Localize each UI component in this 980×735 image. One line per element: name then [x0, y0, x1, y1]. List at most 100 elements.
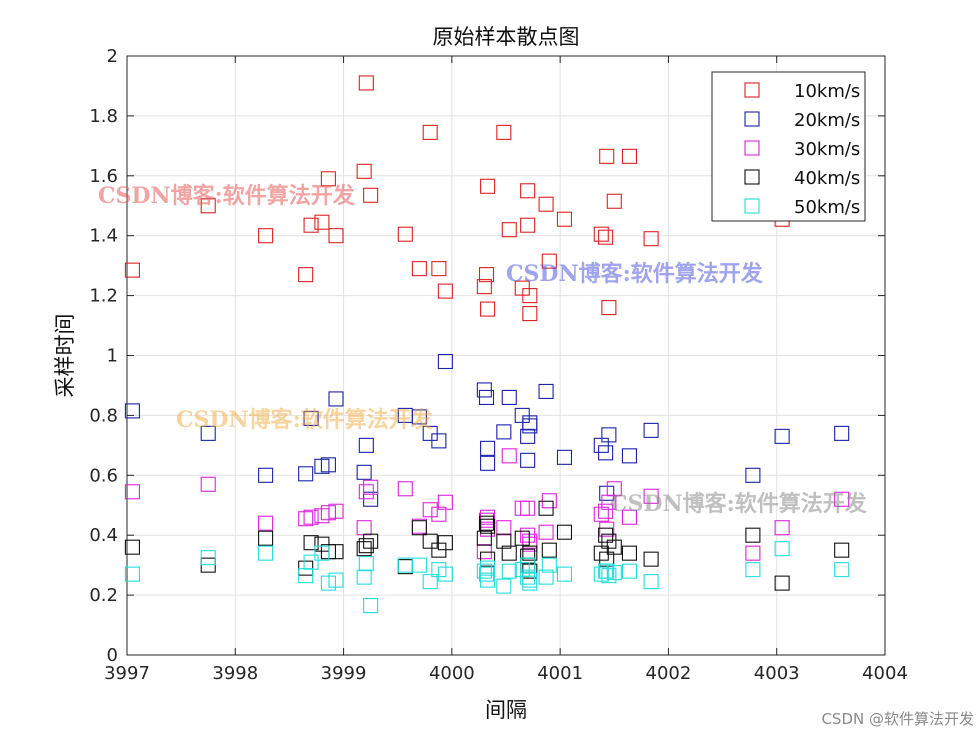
- x-tick-label: 4000: [429, 663, 475, 684]
- watermark-red: CSDN博客:软件算法开发: [98, 183, 355, 209]
- data-point-series-3: [520, 500, 536, 516]
- data-point-series-1: [520, 217, 536, 233]
- data-point-series-1: [356, 163, 372, 179]
- data-point-series-5: [745, 562, 761, 578]
- data-point-series-5: [476, 563, 492, 579]
- data-point-series-3: [774, 520, 790, 536]
- legend-marker: [744, 198, 760, 214]
- data-point-series-4: [124, 539, 140, 555]
- watermark-gray: CSDN博客:软件算法开发: [610, 491, 867, 517]
- data-point-series-3: [480, 509, 496, 525]
- data-point-series-2: [496, 424, 512, 440]
- data-point-series-1: [258, 228, 274, 244]
- data-point-series-1: [320, 171, 336, 187]
- watermark-orange: CSDN博客:软件算法开发: [176, 407, 433, 433]
- data-point-series-5: [593, 566, 609, 582]
- data-point-series-3: [599, 521, 615, 537]
- data-point-series-3: [621, 509, 637, 525]
- x-tick-label: 3997: [104, 663, 150, 684]
- data-point-series-2: [834, 425, 850, 441]
- data-point-series-1: [598, 229, 614, 245]
- data-point-series-1: [298, 267, 314, 283]
- data-point-series-5: [314, 545, 330, 561]
- data-point-series-3: [437, 494, 453, 510]
- data-point-series-1: [601, 300, 617, 316]
- x-tick-label: 4001: [537, 663, 583, 684]
- data-point-series-5: [480, 560, 496, 576]
- y-tick-label: 1.4: [89, 226, 118, 247]
- y-tick-label: 0: [107, 645, 118, 666]
- data-point-series-4: [556, 524, 573, 540]
- data-point-series-5: [621, 563, 637, 579]
- data-point-series-2: [601, 427, 617, 443]
- data-point-series-5: [522, 575, 538, 591]
- y-tick-label: 1.8: [89, 106, 118, 127]
- y-tick-label: 2: [107, 46, 118, 67]
- data-point-series-1: [124, 262, 140, 278]
- data-point-series-1: [476, 279, 492, 295]
- y-tick-label: 1.2: [89, 286, 118, 307]
- legend-label: 40km/s: [794, 168, 860, 189]
- data-point-series-3: [298, 511, 314, 527]
- data-point-series-5: [501, 563, 517, 579]
- legend-marker: [744, 111, 760, 127]
- data-point-series-2: [501, 389, 517, 405]
- data-point-series-1: [328, 228, 344, 244]
- x-tick-label: 4003: [754, 663, 800, 684]
- legend-marker: [744, 140, 760, 156]
- data-point-series-5: [538, 569, 554, 585]
- data-point-series-3: [606, 481, 622, 497]
- data-point-series-4: [478, 515, 495, 531]
- legend-label: 20km/s: [794, 110, 860, 131]
- data-point-series-3: [745, 545, 761, 561]
- data-point-series-4: [480, 518, 496, 534]
- data-point-series-3: [522, 536, 538, 552]
- data-point-series-1: [411, 261, 427, 277]
- data-point-series-4: [621, 545, 637, 561]
- y-axis-label: 采样时间: [53, 314, 77, 398]
- watermark-blue: CSDN博客:软件算法开发: [506, 261, 763, 287]
- data-point-series-2: [200, 425, 216, 441]
- data-point-series-5: [556, 566, 573, 582]
- data-point-series-3: [328, 503, 344, 519]
- data-point-series-5: [124, 566, 140, 582]
- data-point-series-2: [303, 410, 319, 426]
- data-point-series-1: [501, 222, 517, 238]
- data-point-series-2: [480, 440, 496, 456]
- data-point-series-1: [621, 148, 637, 164]
- data-point-series-5: [303, 554, 319, 570]
- data-point-series-1: [422, 124, 438, 140]
- data-point-series-1: [358, 75, 374, 91]
- y-tick-label: 0.6: [89, 465, 118, 486]
- data-point-series-5: [437, 566, 453, 582]
- data-point-series-1: [522, 306, 538, 322]
- data-point-series-1: [541, 253, 557, 269]
- data-point-series-3: [303, 509, 319, 525]
- data-point-series-2: [411, 409, 427, 425]
- data-point-series-3: [124, 484, 140, 500]
- data-point-series-3: [834, 491, 850, 507]
- data-point-series-2: [258, 467, 274, 483]
- data-point-series-3: [320, 505, 336, 521]
- data-point-series-4: [593, 545, 609, 561]
- data-point-series-3: [538, 524, 554, 540]
- x-tick-label: 3999: [321, 663, 367, 684]
- x-tick-label: 4004: [862, 663, 908, 684]
- data-point-series-5: [520, 569, 536, 585]
- data-point-series-5: [358, 556, 374, 572]
- data-point-series-4: [303, 535, 319, 551]
- data-point-series-5: [541, 557, 557, 573]
- data-point-series-5: [520, 557, 536, 573]
- data-point-series-3: [363, 479, 379, 495]
- data-point-series-3: [358, 484, 374, 500]
- data-point-series-2: [643, 422, 659, 438]
- data-point-series-4: [363, 533, 379, 549]
- data-point-series-3: [422, 502, 438, 518]
- data-point-series-5: [599, 563, 615, 579]
- x-tick-label: 3998: [212, 663, 258, 684]
- data-point-series-4: [258, 530, 274, 546]
- data-point-series-4: [411, 520, 427, 536]
- data-point-series-5: [411, 557, 427, 573]
- data-point-series-4: [774, 575, 790, 591]
